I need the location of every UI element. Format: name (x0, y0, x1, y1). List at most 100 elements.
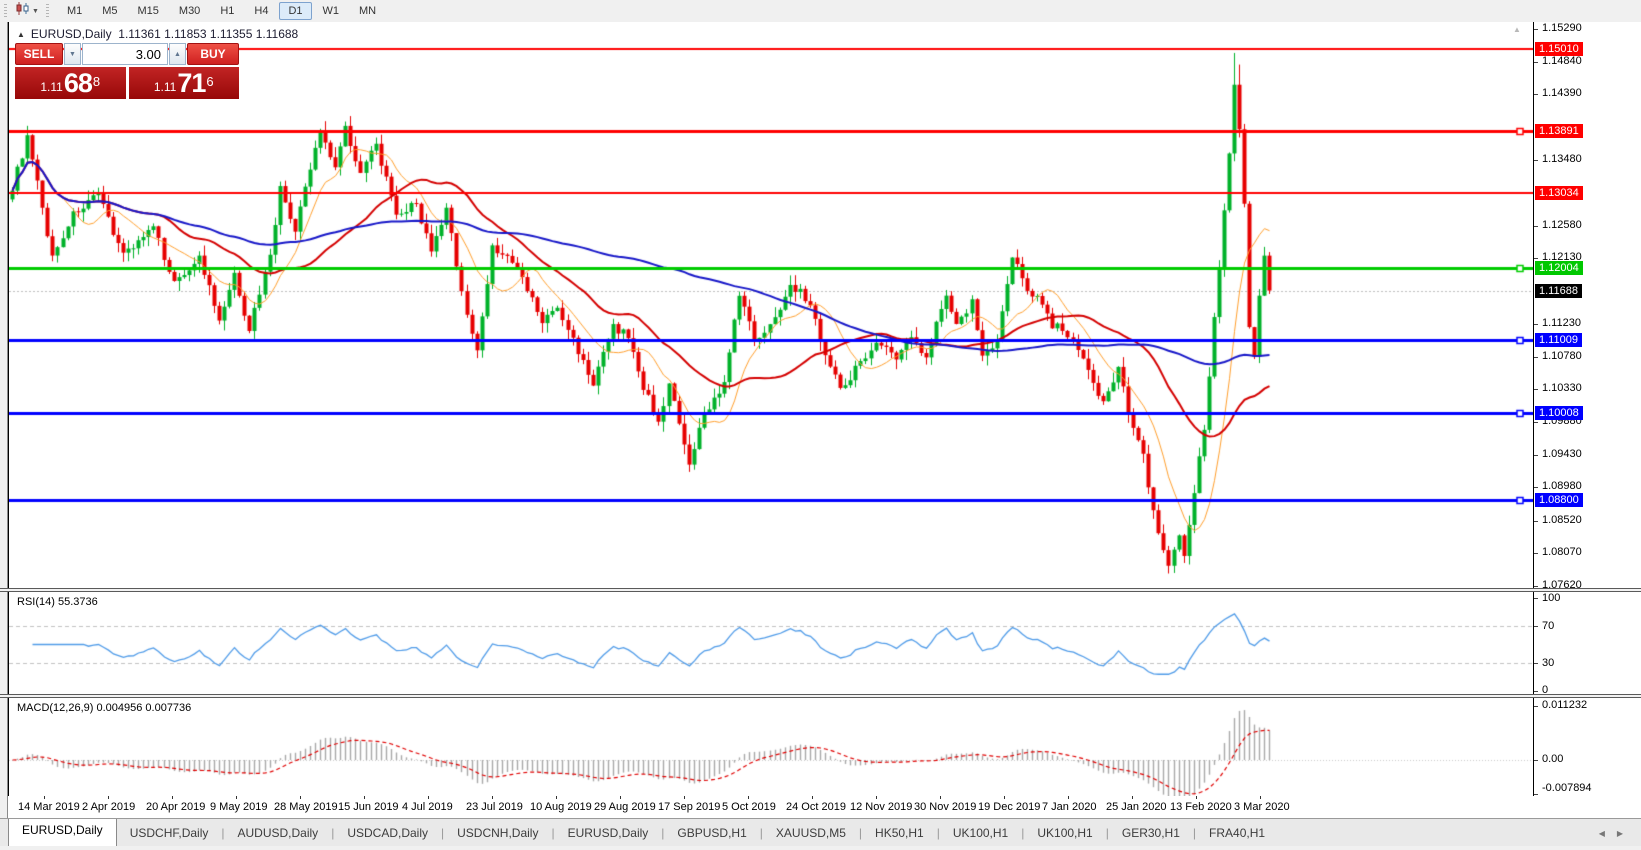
price-axis[interactable]: 1.15290 1.14840 1.14390 1.13480 1.12580 1.121… (1533, 22, 1641, 591)
level-price-label[interactable]: 1.10008 (1535, 405, 1583, 420)
macd-axis[interactable]: 0.011232 0.00 -0.007894 (1533, 698, 1641, 796)
date-tick-mark (812, 796, 813, 799)
chart-tab-bar: EURUSD,Daily USDCHF,Daily | AUDUSD,Daily | US… (0, 818, 1641, 847)
timeframe-button-h1[interactable]: H1 (220, 5, 235, 17)
macd-panel[interactable]: MACD(12,26,9) 0.004956 0.007736 (8, 698, 1534, 796)
macd-tick-mark (1534, 706, 1538, 708)
panel-splitter[interactable] (0, 588, 1641, 592)
timeframe-button-d1[interactable]: D1 (279, 2, 312, 20)
sell-price-display[interactable]: 1.11 68 8 (15, 67, 126, 99)
main-chart-panel[interactable]: ▲ EURUSD,Daily 1.11361 1.11853 1.11355 1.… (8, 22, 1534, 588)
tab-hk50-h1[interactable]: HK50,H1 (875, 826, 924, 840)
price-axis-tick: 1.14390 (1542, 87, 1582, 100)
price-axis-tick: 1.10780 (1542, 349, 1582, 362)
toolbar-grip[interactable] (4, 4, 7, 18)
price-tick-mark (1534, 520, 1538, 522)
date-axis[interactable]: 14 Mar 2019 2 Apr 2019 20 Apr 2019 9 May 20… (8, 796, 1641, 818)
volume-decrease-button[interactable]: ▼ (64, 43, 81, 65)
date-axis-label: 19 Dec 2019 (978, 801, 1041, 813)
tab-gbpusd-h1[interactable]: GBPUSD,H1 (677, 826, 747, 840)
tab-uk100-h1[interactable]: UK100,H1 (1037, 826, 1093, 840)
tab-usdcad-daily[interactable]: USDCAD,Daily (347, 826, 428, 840)
date-axis-label: 2 Apr 2019 (82, 801, 136, 813)
timeframe-button-m15[interactable]: M15 (137, 5, 159, 17)
price-tick-mark (1534, 160, 1538, 162)
date-tick-mark (108, 796, 109, 799)
sell-button[interactable]: SELL (15, 43, 63, 65)
date-axis-label: 28 May 2019 (274, 801, 338, 813)
rsi-panel[interactable]: RSI(14) 55.3736 (8, 592, 1534, 694)
date-axis-label: 12 Nov 2019 (850, 801, 913, 813)
rsi-tick-mark (1534, 598, 1538, 599)
collapse-panel-icon[interactable]: ▲ (17, 29, 25, 39)
timeframe-button-m1[interactable]: M1 (66, 5, 83, 17)
date-axis-label: 5 Oct 2019 (722, 801, 776, 813)
level-price-label[interactable]: 1.08800 (1535, 493, 1583, 508)
tab-fra40-h1[interactable]: FRA40,H1 (1209, 826, 1266, 840)
chart-ohlc-values (112, 27, 119, 41)
tab-uk100-h1[interactable]: UK100,H1 (952, 826, 1009, 840)
tab-separator: | (331, 826, 335, 840)
tab-usdcnh-daily[interactable]: USDCNH,Daily (457, 826, 539, 840)
price-axis-tick: 1.14840 (1542, 54, 1582, 67)
buy-price-display[interactable]: 1.11 71 6 (128, 67, 239, 99)
date-tick-mark (748, 796, 749, 799)
tab-separator: | (551, 826, 555, 840)
date-axis-label: 4 Jul 2019 (402, 801, 453, 813)
main-chart-canvas[interactable] (9, 22, 1534, 588)
price-tick-mark (1534, 61, 1538, 63)
timeframe-button-w1[interactable]: W1 (322, 5, 340, 17)
timeframe-buttons: M1 M5 M15 M30 H1 H4 D1 W1 MN (57, 2, 386, 20)
date-axis-label: 24 Oct 2019 (786, 801, 846, 813)
level-price-label[interactable]: 1.13034 (1535, 185, 1583, 200)
panel-splitter[interactable] (0, 694, 1641, 698)
date-tick-mark (1004, 796, 1005, 799)
rsi-tick-mark (1534, 663, 1538, 665)
price-tick-mark (1534, 454, 1538, 456)
timeframe-toolbar: ▼ M1 M5 M15 M30 H1 H4 D1 W1 MN (0, 0, 1641, 23)
tab-scroll-right-icon[interactable]: ▶ (1616, 828, 1623, 838)
toolbar-grip[interactable] (45, 4, 49, 18)
price-tick-mark (1534, 585, 1538, 587)
tab-xauusd-m5[interactable]: XAUUSD,M5 (775, 826, 846, 840)
date-axis-label: 29 Aug 2019 (594, 801, 656, 813)
level-price-label[interactable]: 1.12004 (1535, 260, 1583, 275)
tab-scroll-left-icon[interactable]: ◀ (1598, 828, 1605, 838)
date-tick-mark (1068, 796, 1069, 799)
chart-type-button[interactable]: ▼ (13, 1, 42, 21)
rsi-axis-tick: 0 (1542, 684, 1549, 696)
timeframe-button-mn[interactable]: MN (359, 5, 377, 17)
date-axis-label: 15 Jun 2019 (338, 801, 399, 813)
volume-input[interactable]: 3.00 (82, 43, 168, 65)
tab-eurusd-daily[interactable]: EURUSD,Daily (567, 826, 649, 840)
price-axis-tick: 1.09430 (1542, 447, 1582, 460)
level-price-label[interactable]: 1.15010 (1535, 42, 1583, 57)
macd-canvas[interactable] (9, 698, 1534, 796)
buy-button[interactable]: BUY (187, 43, 239, 65)
level-price-label[interactable]: 1.13891 (1535, 123, 1583, 138)
timeframe-button-m30[interactable]: M30 (178, 5, 201, 17)
volume-increase-button[interactable]: ▲ (169, 43, 186, 65)
rsi-tick-mark (1534, 691, 1538, 692)
scroll-anchor-icon[interactable]: ▲ (1513, 25, 1521, 34)
price-axis-tick: 1.08070 (1542, 546, 1582, 559)
tab-usdchf-daily[interactable]: USDCHF,Daily (129, 826, 209, 840)
date-tick-mark (940, 796, 941, 799)
date-axis-label: 20 Apr 2019 (146, 801, 206, 813)
tab-separator: | (936, 826, 940, 840)
level-price-label[interactable]: 1.11009 (1535, 332, 1582, 347)
tab-eurusd-daily[interactable]: EURUSD,Daily (8, 819, 117, 847)
rsi-axis[interactable]: 100 70 30 0 (1533, 592, 1641, 696)
timeframe-button-h4[interactable]: H4 (254, 5, 269, 17)
price-axis-tick: 1.15290 (1542, 22, 1582, 34)
chart-ohlc: 1.11361 1.11853 1.11355 1.11688 (118, 27, 299, 41)
tab-ger30-h1[interactable]: GER30,H1 (1121, 826, 1180, 840)
tab-separator: | (1105, 826, 1109, 840)
tab-audusd-daily[interactable]: AUDUSD,Daily (237, 826, 319, 840)
rsi-canvas[interactable] (9, 592, 1534, 694)
timeframe-button-m5[interactable]: M5 (102, 5, 118, 17)
date-axis-label: 13 Feb 2020 (1170, 801, 1232, 813)
tab-separator: | (441, 826, 445, 840)
date-axis-label: 9 May 2019 (210, 801, 268, 813)
date-axis-label: 10 Aug 2019 (530, 801, 592, 813)
